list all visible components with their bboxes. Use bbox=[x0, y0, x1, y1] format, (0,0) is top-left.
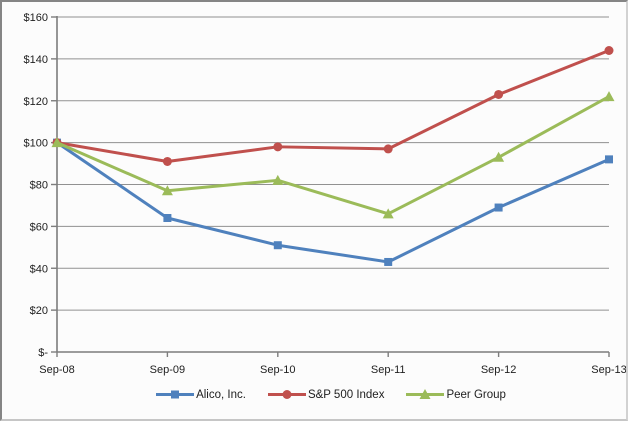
legend-item-alico-inc: Alico, Inc. bbox=[156, 388, 246, 401]
y-tick-label: $- bbox=[38, 347, 48, 359]
marker-square-alico-inc bbox=[494, 203, 503, 212]
marker-square-alico-inc bbox=[273, 241, 282, 250]
marker-square-alico-inc bbox=[163, 214, 172, 222]
legend-key-square-icon bbox=[156, 390, 195, 399]
legend-item-s-p-500-index: S&P 500 Index bbox=[267, 388, 385, 401]
y-tick-label: $20 bbox=[30, 305, 48, 317]
legend-label-peer-group: Peer Group bbox=[446, 388, 506, 401]
legend-label-alico-inc: Alico, Inc. bbox=[196, 388, 246, 401]
marker-triangle-peer-group bbox=[51, 137, 63, 148]
legend-key-circle-icon bbox=[267, 390, 306, 399]
x-tick-label: Sep-09 bbox=[150, 364, 185, 376]
marker-circle-s-p-500-index bbox=[494, 89, 504, 99]
x-tick-label: Sep-11 bbox=[371, 364, 406, 376]
x-tick-label: Sep-13 bbox=[591, 364, 626, 376]
marker-triangle-peer-group bbox=[603, 91, 615, 102]
series-line-peer-group bbox=[55, 95, 611, 216]
y-tick-label: $120 bbox=[24, 96, 48, 108]
marker-triangle-peer-group bbox=[382, 208, 394, 219]
marker-square-alico-inc bbox=[605, 155, 613, 164]
y-tick-label: $60 bbox=[30, 221, 48, 233]
gridlines bbox=[57, 16, 609, 311]
legend-key-triangle-icon bbox=[406, 389, 445, 399]
marker-circle-s-p-500-index bbox=[162, 156, 172, 166]
series-line-alico-inc bbox=[55, 141, 611, 264]
x-tick-label: Sep-08 bbox=[39, 364, 74, 376]
legend-marker-peer-group bbox=[419, 389, 431, 399]
x-tick-label: Sep-12 bbox=[481, 364, 516, 376]
legend-item-peer-group: Peer Group bbox=[406, 388, 506, 401]
legend-marker-alico-inc bbox=[171, 390, 180, 399]
series-line-s-p-500-index bbox=[55, 49, 611, 163]
x-tick-label: Sep-10 bbox=[260, 364, 295, 376]
chart-legend: Alico, Inc. S&P 500 Index Peer Group bbox=[2, 388, 626, 401]
series-peer-group bbox=[51, 91, 615, 219]
y-tick-label: $160 bbox=[24, 12, 48, 24]
y-tick-label: $140 bbox=[24, 54, 48, 66]
marker-square-alico-inc bbox=[384, 257, 393, 266]
series-s-p-500-index bbox=[52, 46, 614, 166]
marker-circle-s-p-500-index bbox=[273, 142, 283, 152]
marker-triangle-peer-group bbox=[493, 151, 505, 162]
y-tick-label: $100 bbox=[24, 138, 48, 150]
marker-circle-s-p-500-index bbox=[604, 46, 614, 55]
marker-triangle-peer-group bbox=[272, 174, 284, 185]
y-tick-label: $80 bbox=[30, 180, 48, 192]
legend-label-s-p-500-index: S&P 500 Index bbox=[307, 388, 385, 401]
y-tick-label: $40 bbox=[30, 263, 48, 275]
marker-circle-s-p-500-index bbox=[383, 144, 393, 154]
marker-triangle-peer-group bbox=[161, 185, 173, 196]
legend-marker-s-p-500-index bbox=[282, 390, 292, 399]
